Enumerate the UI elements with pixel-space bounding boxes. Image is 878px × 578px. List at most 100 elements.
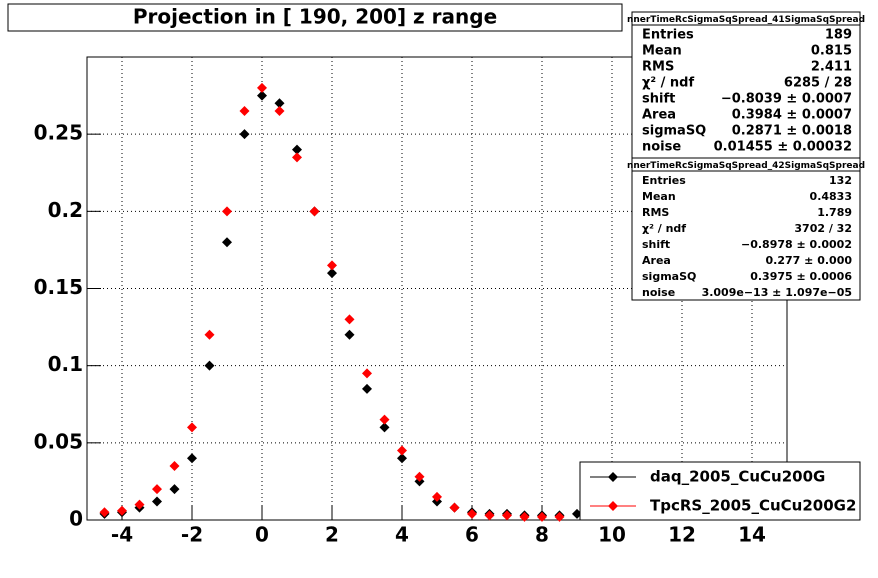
stats-value: 0.3984 ± 0.0007 [732, 108, 852, 123]
data-point [397, 445, 407, 456]
legend-marker [608, 472, 618, 482]
data-point [152, 484, 162, 495]
stats-value: 0.2871 ± 0.0018 [732, 124, 852, 139]
data-point [239, 129, 250, 140]
data-point [292, 144, 302, 155]
stats-label: noise [642, 286, 675, 299]
x-tick-label: 10 [598, 523, 626, 547]
data-point [257, 82, 267, 93]
stats-value: −0.8039 ± 0.0007 [721, 92, 852, 107]
data-point [222, 237, 232, 248]
data-point [397, 453, 407, 464]
stats-value: 0.3975 ± 0.0006 [750, 270, 852, 283]
data-point [362, 383, 372, 394]
stats-value: 2.411 [811, 60, 852, 75]
data-point [134, 499, 145, 510]
x-tick-label: 8 [535, 523, 549, 547]
data-point [449, 502, 460, 513]
stats-label: Area [642, 254, 671, 267]
x-tick-label: 12 [668, 523, 696, 547]
data-point [432, 491, 442, 502]
y-tick-label: 0.25 [34, 121, 83, 145]
data-point [502, 510, 512, 521]
stats-label: shift [642, 238, 670, 251]
x-tick-label: 6 [465, 523, 479, 547]
stats-label: RMS [642, 60, 674, 75]
stats-label: Mean [642, 190, 676, 203]
data-point [344, 329, 355, 340]
stats-value: 0.4833 [810, 190, 852, 203]
stats-label: noise [642, 140, 681, 155]
stats-value: 3.009e−13 ± 1.097e−05 [702, 286, 852, 299]
data-point [292, 152, 302, 163]
stats-value: 0.277 ± 0.000 [766, 254, 853, 267]
data-point [327, 260, 337, 271]
y-tick-label: 0.05 [34, 429, 83, 453]
data-point [309, 206, 320, 217]
stats-label: χ² / ndf [642, 76, 694, 91]
stats-label: Entries [642, 174, 686, 187]
legend-label: TpcRS_2005_CuCu200G2 [650, 497, 856, 515]
stats-box [631, 157, 861, 301]
data-point [257, 90, 267, 101]
stats-label: Entries [642, 28, 694, 43]
title-box [7, 3, 623, 32]
data-point [379, 422, 390, 433]
stats-value: 6285 / 28 [784, 76, 852, 91]
stats-value: 189 [825, 28, 852, 43]
data-point [169, 484, 180, 495]
data-point [117, 505, 127, 516]
data-point [537, 511, 547, 522]
data-point [554, 511, 565, 522]
stats-value: 3702 / 32 [794, 222, 852, 235]
stats-label: shift [642, 92, 675, 107]
x-tick-label: 2 [325, 523, 339, 547]
stats-label: sigmaSQ [642, 270, 696, 283]
stats-value: 1.789 [817, 206, 852, 219]
data-point [99, 507, 110, 518]
stats-title: nnerTimeRcSigmaSqSpread_41SigmaSqSpread [627, 15, 865, 25]
stats-value: 132 [829, 174, 852, 187]
y-tick-label: 0.2 [48, 198, 83, 222]
x-tick-label: 4 [395, 523, 409, 547]
chart-title: Projection in [ 190, 200] z range [133, 5, 497, 29]
data-point [274, 106, 285, 117]
x-tick-label: -4 [111, 523, 133, 547]
data-point [362, 368, 372, 379]
data-point [152, 496, 162, 507]
x-tick-label: 14 [738, 523, 766, 547]
stats-label: χ² / ndf [642, 222, 686, 235]
data-point [239, 106, 250, 117]
y-tick-label: 0 [69, 507, 83, 531]
stats-box [631, 11, 861, 159]
data-point [204, 329, 215, 340]
stats-label: sigmaSQ [642, 124, 706, 139]
x-tick-label: -2 [181, 523, 203, 547]
y-tick-label: 0.1 [48, 352, 83, 376]
data-point [274, 98, 285, 109]
stats-label: Area [642, 108, 676, 123]
data-point [169, 460, 180, 471]
data-point [414, 471, 425, 482]
stats-value: 0.815 [811, 44, 852, 59]
x-tick-label: 0 [255, 523, 269, 547]
stats-label: RMS [642, 206, 669, 219]
data-point [327, 268, 337, 279]
data-point [344, 314, 355, 325]
data-point [204, 360, 215, 371]
stats-value: −0.8978 ± 0.0002 [741, 238, 852, 251]
stats-value: 0.01455 ± 0.00032 [714, 140, 852, 155]
data-point [519, 511, 530, 522]
stats-title: nnerTimeRcSigmaSqSpread_42SigmaSqSpread [627, 161, 865, 171]
data-point [187, 422, 197, 433]
data-point [467, 508, 477, 519]
y-tick-label: 0.15 [34, 275, 83, 299]
data-point [222, 206, 232, 217]
data-point [187, 453, 197, 464]
data-point [379, 414, 390, 425]
legend-box [579, 461, 861, 521]
stats-label: Mean [642, 44, 682, 59]
legend-label: daq_2005_CuCu200G [650, 468, 825, 486]
data-point [484, 510, 495, 521]
